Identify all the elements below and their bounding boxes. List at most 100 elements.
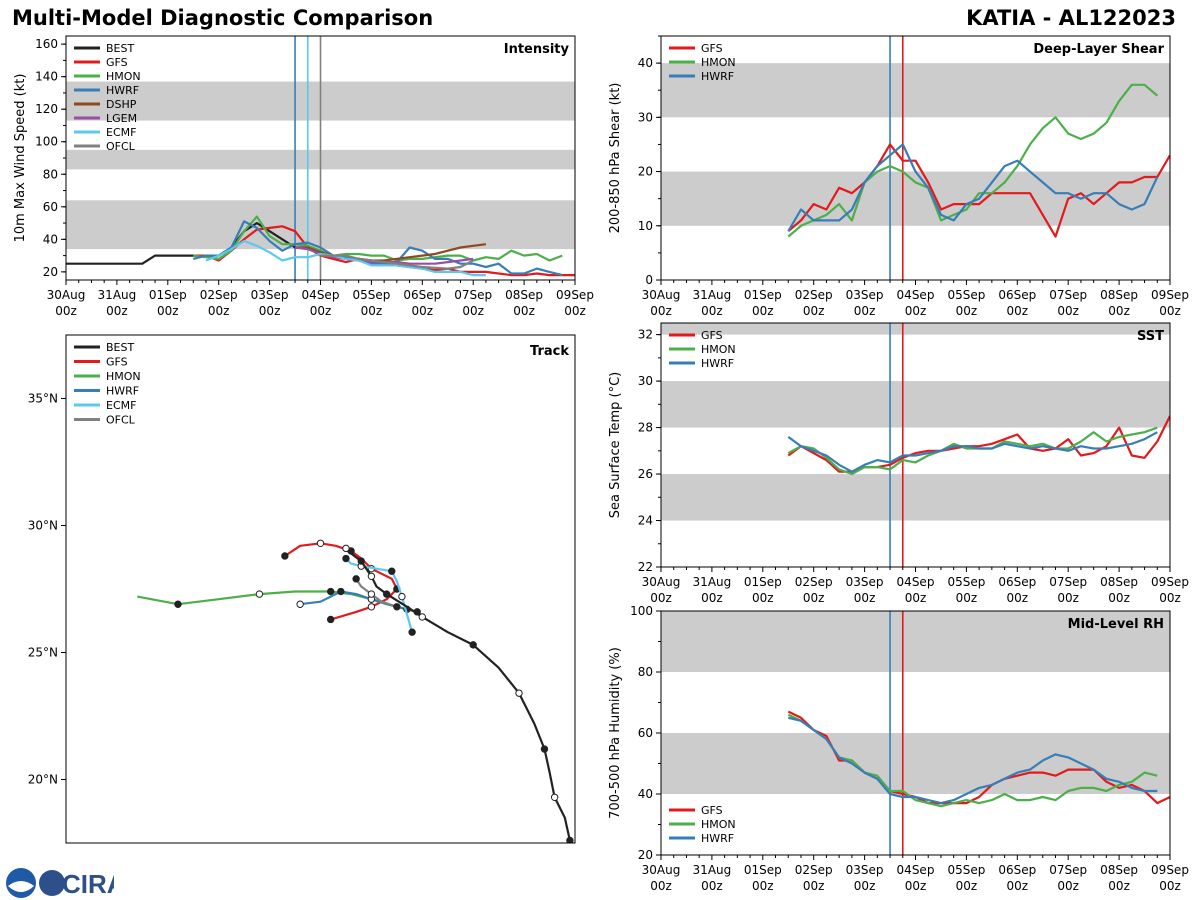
x-tick-date: 30Aug <box>642 863 681 877</box>
series-line-hwrf <box>193 220 563 277</box>
x-tick-hour: 00z <box>752 591 774 605</box>
track-line-best <box>345 547 571 841</box>
x-tick-hour: 00z <box>1057 304 1079 318</box>
y-tick-label: 26 <box>638 467 653 481</box>
latitude-label: 30°N <box>28 519 58 533</box>
series-line-hmon <box>787 426 1158 476</box>
y-axis-label: 200-850 hPa Shear (kt) <box>608 83 623 234</box>
x-tick-date: 31Aug <box>98 288 137 302</box>
y-tick-label: 100 <box>630 604 653 618</box>
x-tick-date: 05Sep <box>352 288 390 302</box>
x-tick-date: 09Sep <box>1151 288 1189 302</box>
x-tick-hour: 00z <box>650 879 672 893</box>
y-tick-label: 40 <box>638 787 653 801</box>
y-tick-label: 80 <box>638 665 653 679</box>
legend-label-hwrf: HWRF <box>106 385 139 398</box>
x-tick-hour: 00z <box>1057 879 1079 893</box>
x-tick-date: 04Sep <box>897 575 935 589</box>
track-point-ecmf <box>398 592 406 601</box>
track-point-gfs <box>281 552 289 560</box>
axes-frame <box>65 334 576 844</box>
x-tick-date: 04Sep <box>897 288 935 302</box>
x-tick-date: 07Sep <box>1049 288 1087 302</box>
panel-rh: 20 40 60 80 100 700-500 hPa Humidity (%) 30Aug… <box>608 604 1189 893</box>
x-tick-hour: 00z <box>803 591 825 605</box>
x-tick-date: 04Sep <box>897 863 935 877</box>
x-tick-hour: 00z <box>513 304 535 318</box>
series-line-hwrf <box>787 431 1158 473</box>
x-tick-hour: 00z <box>412 304 434 318</box>
x-tick-hour: 00z <box>905 304 927 318</box>
x-tick-hour: 00z <box>701 591 723 605</box>
x-tick-hour: 00z <box>905 879 927 893</box>
legend-label-hmon: HMON <box>701 818 736 831</box>
track-point-best <box>515 689 523 697</box>
track-point-best <box>357 557 365 565</box>
x-tick-date: 04Sep <box>302 288 340 302</box>
legend-label-ofcl: OFCL <box>106 140 136 153</box>
series-line-hwrf <box>788 716 1158 805</box>
x-tick-hour: 00z <box>752 304 774 318</box>
legend-label-gfs: GFS <box>701 42 723 55</box>
x-tick-date: 30Aug <box>642 575 681 589</box>
x-tick-hour: 00z <box>462 304 484 318</box>
y-tick-label: 100 <box>35 135 58 149</box>
x-tick-date: 02Sep <box>200 288 238 302</box>
x-tick-hour: 00z <box>1108 304 1130 318</box>
csu-logo-icon <box>39 870 65 896</box>
x-tick-date: 07Sep <box>1049 863 1087 877</box>
x-tick-hour: 00z <box>106 304 128 318</box>
x-tick-date: 31Aug <box>693 288 732 302</box>
x-tick-hour: 00z <box>157 304 179 318</box>
y-tick-label: 160 <box>35 37 58 51</box>
x-tick-date: 31Aug <box>693 863 732 877</box>
track-point-best <box>382 590 391 598</box>
x-tick-date: 01Sep <box>744 575 782 589</box>
x-tick-date: 02Sep <box>795 288 833 302</box>
x-tick-hour: 00z <box>650 304 672 318</box>
shaded-band <box>661 611 1170 672</box>
x-tick-date: 01Sep <box>149 288 187 302</box>
track-point-best <box>540 745 549 753</box>
track-point-hwrf <box>296 600 304 608</box>
y-tick-label: 60 <box>43 200 58 214</box>
legend-label-dshp: DSHP <box>106 98 137 111</box>
track-point-gfs <box>316 539 325 547</box>
x-tick-date: 30Aug <box>47 288 86 302</box>
panel-title: Deep-Layer Shear <box>1033 42 1164 57</box>
legend-label-ecmf: ECMF <box>106 399 136 412</box>
track-point-ecmf <box>342 554 350 563</box>
series-group <box>787 83 1170 238</box>
x-tick-hour: 00z <box>956 879 978 893</box>
track-point-best <box>566 836 574 843</box>
y-tick-label: 120 <box>35 102 58 116</box>
shaded-band <box>661 474 1170 521</box>
x-tick-hour: 00z <box>956 304 978 318</box>
series-line-hwrf <box>787 143 1159 232</box>
x-tick-date: 07Sep <box>454 288 492 302</box>
x-tick-date: 03Sep <box>846 863 884 877</box>
track-line-gfs <box>284 542 398 621</box>
y-tick-label: 20 <box>638 165 653 179</box>
legend-label-hwrf: HWRF <box>106 84 139 97</box>
x-tick-date: 03Sep <box>846 575 884 589</box>
y-tick-label: 20 <box>638 848 653 862</box>
x-tick-hour: 00z <box>1108 591 1130 605</box>
storm-title: KATIA - AL122023 <box>966 6 1176 30</box>
panel-intensity: 20 40 60 80 100 120 140 160 10m Max Wind Speed (… <box>13 35 594 318</box>
series-group <box>66 215 575 277</box>
shaded-band <box>661 63 1170 118</box>
x-tick-hour: 00z <box>905 591 927 605</box>
axes-frame <box>660 322 1171 568</box>
track-point-best <box>550 793 559 801</box>
track-point-ofcl <box>352 575 360 583</box>
x-tick-hour: 00z <box>259 304 281 318</box>
track-point-best <box>469 641 477 649</box>
legend-label-hwrf: HWRF <box>701 70 734 83</box>
legend-label-gfs: GFS <box>106 356 128 369</box>
y-tick-label: 32 <box>638 328 653 342</box>
y-tick-label: 30 <box>638 110 653 124</box>
latitude-label: 20°N <box>28 773 58 787</box>
y-axis-label: 700-500 hPa Humidity (%) <box>608 647 623 819</box>
